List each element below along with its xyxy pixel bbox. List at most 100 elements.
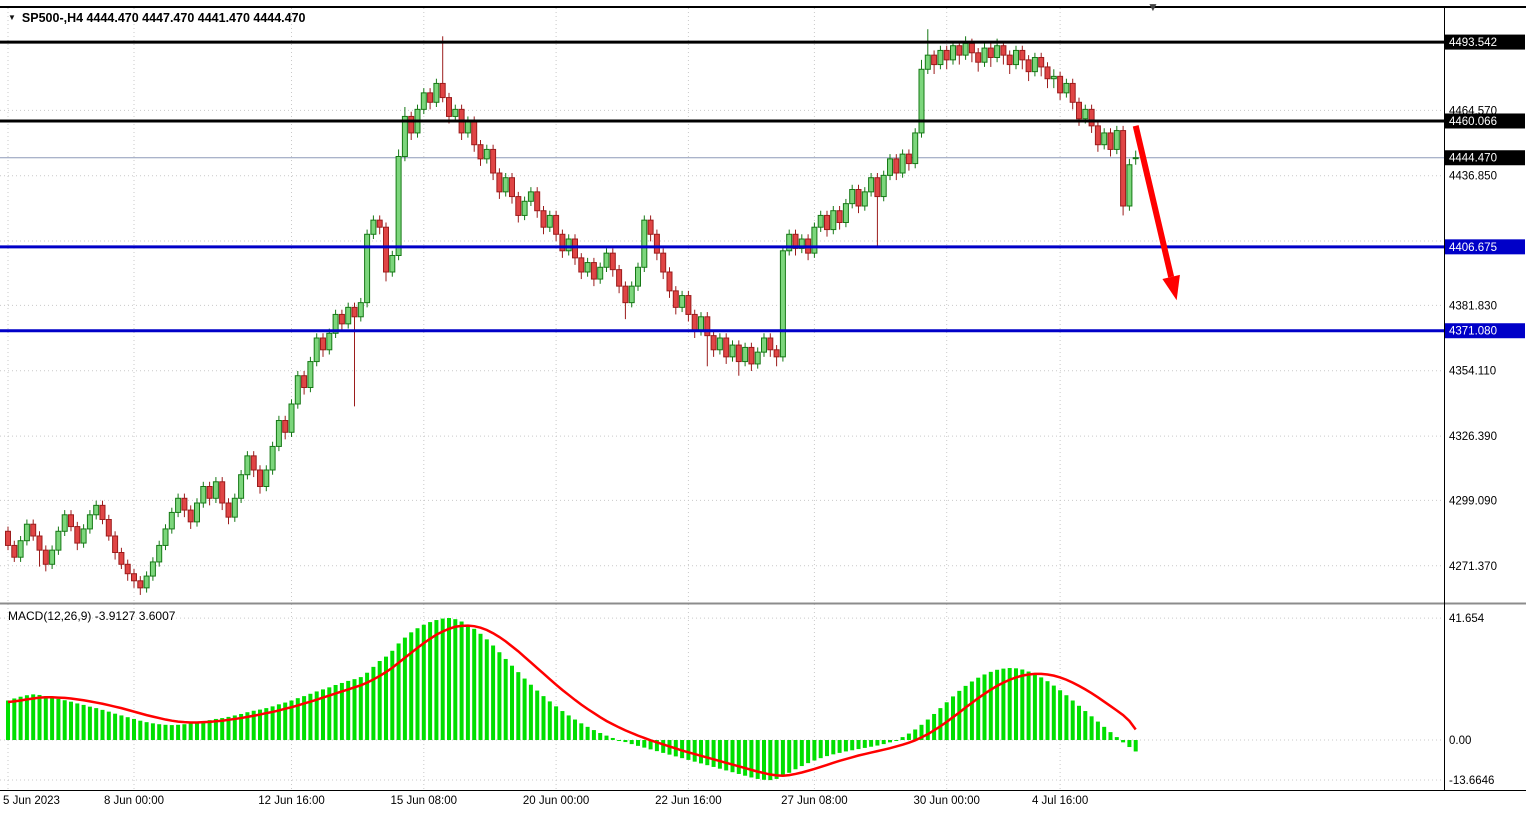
candle-body — [131, 573, 137, 582]
candle-body — [597, 266, 604, 280]
horizontal-level-lines[interactable] — [0, 40, 1444, 333]
price-axis-label: 4299.090 — [1449, 495, 1497, 507]
candle-body — [968, 42, 975, 54]
time-axis-label[interactable]: 27 Jun 08:00 — [781, 795, 848, 807]
candle-body — [200, 486, 207, 504]
arrow-head[interactable] — [1162, 274, 1180, 301]
macd-bar — [365, 672, 370, 741]
candle-body — [666, 271, 673, 292]
macd-bar — [251, 710, 256, 741]
candle-body — [1044, 66, 1051, 80]
candle-body — [698, 316, 704, 332]
candle-body — [735, 344, 742, 363]
macd-bar — [1102, 726, 1107, 741]
candle-body — [55, 530, 62, 551]
time-axis-label[interactable]: 8 Jun 00:00 — [104, 795, 164, 807]
macd-bar — [988, 671, 993, 741]
candle-body — [11, 544, 18, 558]
candle-body — [36, 535, 43, 551]
candle-body — [924, 54, 931, 70]
macd-bar — [661, 740, 666, 753]
candle-body — [263, 469, 270, 487]
candle-body — [1000, 45, 1007, 56]
candle-body — [345, 306, 352, 325]
macd-bar — [610, 737, 615, 741]
time-axis-label[interactable]: 4 Jul 16:00 — [1032, 795, 1088, 807]
candle-body — [1038, 57, 1045, 68]
macd-bar — [1108, 732, 1113, 741]
time-axis-label[interactable]: 22 Jun 16:00 — [655, 795, 722, 807]
time-axis-label[interactable]: 30 Jun 00:00 — [913, 795, 980, 807]
candle-body — [584, 262, 591, 273]
macd-bar — [1051, 685, 1056, 741]
candle-body — [219, 481, 226, 504]
candle-body — [546, 214, 553, 228]
candle-body — [389, 255, 396, 273]
macd-bar — [434, 620, 439, 741]
macd-bar — [1014, 668, 1018, 741]
candle-body — [68, 514, 74, 528]
macd-bar — [327, 687, 332, 741]
macd-axis-label: -13.6646 — [1449, 775, 1494, 787]
candle-body — [244, 455, 251, 476]
macd-bar — [125, 717, 130, 741]
candle-body — [401, 115, 408, 158]
candle-body — [509, 177, 515, 198]
candle-body — [206, 486, 213, 499]
macd-bar — [825, 740, 829, 757]
candle-body — [1088, 108, 1095, 127]
candle-body — [471, 120, 478, 146]
candle-body — [61, 514, 68, 532]
chart-shift-marker-icon[interactable]: ▼ — [1147, 0, 1159, 14]
macd-bar — [906, 733, 911, 741]
candle-body — [93, 504, 100, 516]
macd-bar — [264, 708, 269, 741]
candle-body — [269, 445, 276, 471]
candle-body — [124, 563, 131, 575]
candle-body — [1082, 108, 1089, 120]
macd-bar — [925, 719, 930, 741]
candle-body — [408, 115, 415, 134]
macd-bar — [932, 713, 937, 741]
macd-bar — [573, 719, 577, 741]
macd-bar — [459, 621, 464, 741]
macd-bar — [806, 740, 811, 764]
macd-bar — [100, 709, 105, 741]
candle-body — [502, 177, 509, 193]
macd-bar — [957, 690, 962, 741]
candle-body — [231, 497, 238, 518]
macd-bar — [686, 740, 691, 760]
candle-body — [893, 158, 900, 174]
macd-bar — [787, 740, 792, 773]
time-axis-label[interactable]: 12 Jun 16:00 — [258, 795, 325, 807]
candle-body — [357, 302, 364, 318]
macd-bar — [472, 628, 477, 741]
candle-body — [1120, 130, 1127, 207]
macd-bar — [503, 658, 508, 741]
macd-axis-label: 0.00 — [1449, 735, 1471, 747]
candle-body — [1069, 82, 1076, 103]
candle-body — [861, 191, 868, 207]
candle-body — [905, 153, 912, 165]
macd-bar — [554, 706, 559, 741]
trend-arrow-annotation[interactable] — [1132, 125, 1180, 301]
candle-body — [156, 544, 163, 563]
time-axis-label[interactable]: 15 Jun 08:00 — [391, 795, 458, 807]
macd-bar — [919, 724, 924, 741]
macd-bar — [888, 740, 892, 743]
time-axis-label[interactable]: 20 Jun 00:00 — [523, 795, 590, 807]
candle-body — [370, 219, 377, 235]
candle-body — [118, 552, 125, 565]
candle-body — [282, 420, 289, 433]
candle-body — [912, 132, 919, 165]
macd-bar — [579, 723, 584, 741]
arrow-shaft[interactable] — [1132, 125, 1175, 278]
macd-bar — [762, 740, 766, 780]
candle-body — [572, 238, 578, 259]
candle-body — [792, 233, 799, 249]
macd-bar — [465, 624, 470, 741]
macd-bar — [900, 737, 905, 741]
candle-body — [30, 523, 37, 537]
time-axis-label[interactable]: 5 Jun 2023 — [3, 795, 60, 807]
